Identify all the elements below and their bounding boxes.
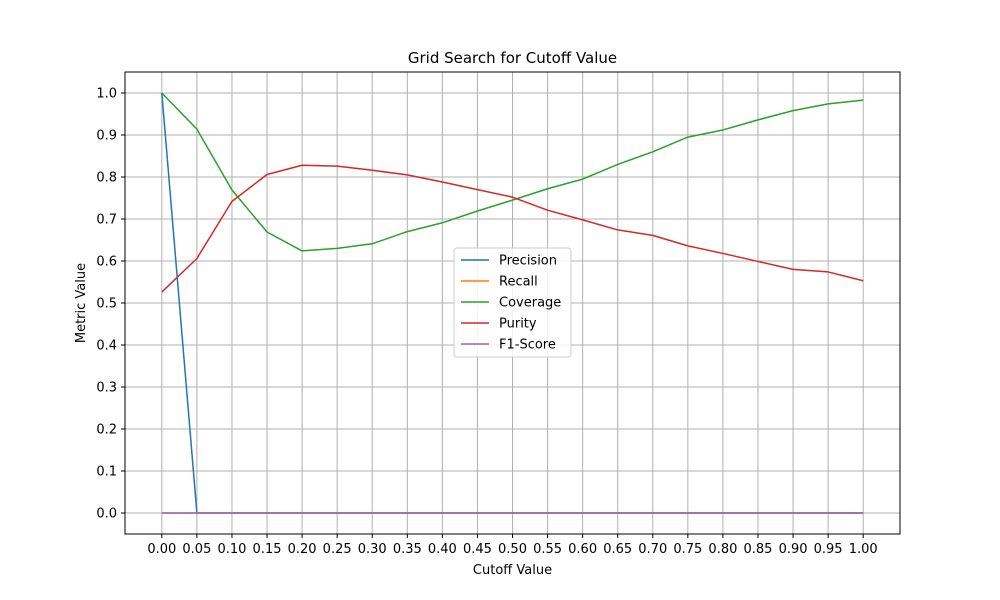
legend-label-recall: Recall (499, 275, 538, 290)
x-tick-label: 0.00 (147, 542, 176, 557)
x-tick-label: 0.40 (428, 542, 457, 557)
series-lines (161, 92, 864, 514)
y-tick-label: 0.0 (96, 507, 117, 522)
x-tick-label: 0.10 (217, 542, 246, 557)
y-tick-label: 0.7 (96, 213, 117, 228)
y-tick-label: 0.6 (96, 255, 117, 270)
y-tick-label: 0.4 (96, 339, 117, 354)
legend-label-purity: Purity (499, 317, 537, 332)
x-tick-label: 0.35 (393, 542, 422, 557)
y-axis-label: Metric Value (74, 263, 89, 343)
x-tick-label: 1.00 (849, 542, 878, 557)
chart-title: Grid Search for Cutoff Value (408, 49, 617, 67)
x-tick-label: 0.80 (708, 542, 737, 557)
y-tick-label: 0.9 (96, 129, 117, 144)
y-tick-label: 0.8 (96, 171, 117, 186)
x-tick-label: 0.85 (743, 542, 772, 557)
x-axis-label: Cutoff Value (473, 563, 552, 578)
x-tick-label: 0.05 (182, 542, 211, 557)
y-tick-label: 0.1 (96, 465, 117, 480)
legend-label-precision: Precision (499, 254, 557, 269)
series-line-purity (161, 164, 864, 293)
x-tick-label: 0.95 (814, 542, 843, 557)
x-tick-label: 0.70 (638, 542, 667, 557)
x-tick-label: 0.60 (568, 542, 597, 557)
legend: Precision Recall Coverage Purity F1-Score (453, 247, 572, 358)
x-tick-label: 0.20 (288, 542, 317, 557)
series-line-coverage (161, 92, 864, 252)
x-tick-label: 0.75 (673, 542, 702, 557)
x-tick-label: 0.65 (603, 542, 632, 557)
x-tick-label: 0.15 (253, 542, 282, 557)
x-tick-label: 0.25 (323, 542, 352, 557)
y-axis-ticks: 0.0 0.1 0.2 0.3 0.4 0.5 0.6 0.7 0.8 0.9 1.0 (96, 87, 125, 522)
x-tick-label: 0.50 (498, 542, 527, 557)
x-tick-label: 0.30 (358, 542, 387, 557)
y-tick-label: 0.3 (96, 381, 117, 396)
x-tick-label: 0.90 (779, 542, 808, 557)
x-tick-label: 0.45 (463, 542, 492, 557)
x-axis-ticks: 0.00 0.05 0.10 0.15 0.20 0.25 0.30 0.35 0.40 0.45… (147, 534, 878, 557)
y-tick-label: 1.0 (96, 87, 117, 102)
x-tick-label: 0.55 (533, 542, 562, 557)
legend-label-f1-score: F1-Score (499, 338, 556, 353)
legend-box (453, 247, 572, 358)
y-tick-label: 0.2 (96, 423, 117, 438)
y-tick-label: 0.5 (96, 297, 117, 312)
legend-label-coverage: Coverage (499, 296, 561, 311)
